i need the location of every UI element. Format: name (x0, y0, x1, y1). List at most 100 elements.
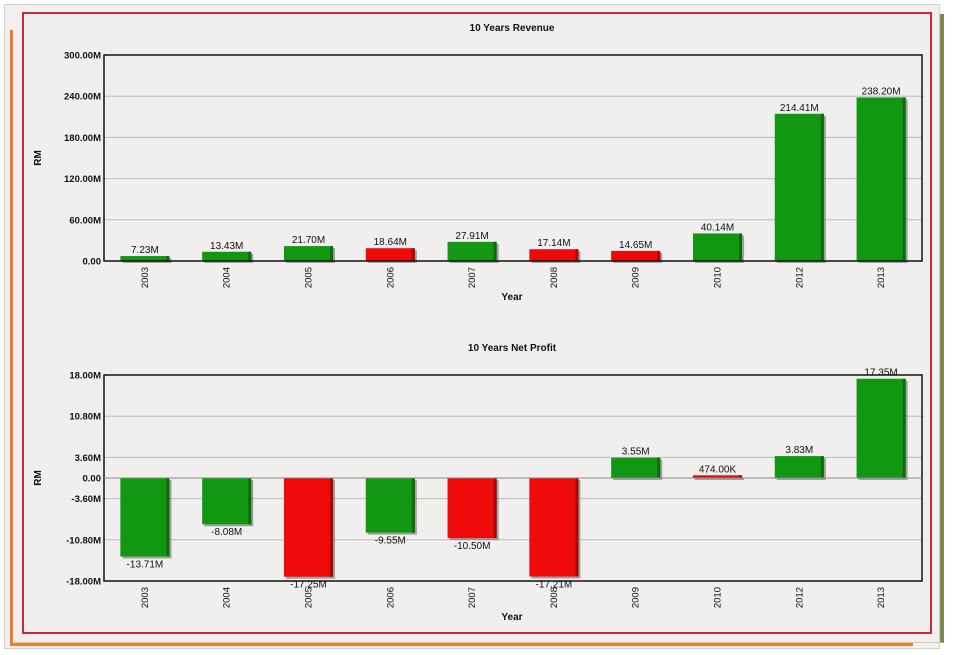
y-tick-label: 120.00M (64, 174, 101, 185)
x-tick-label: 2009 (631, 267, 642, 288)
x-tick-label: 2006 (385, 267, 396, 288)
bar-edge (493, 478, 497, 539)
bar-edge (657, 457, 661, 478)
bar-body (692, 233, 743, 261)
bar (611, 457, 663, 480)
bar (529, 478, 581, 579)
bar-edge (575, 478, 579, 577)
x-tick-label: 2003 (140, 267, 151, 288)
bar-edge (575, 249, 579, 261)
data-label: 238.20M (862, 86, 901, 97)
bar-edge (657, 250, 661, 261)
x-tick-label: 2005 (304, 587, 315, 608)
x-tick-label: 2004 (222, 267, 233, 288)
data-label: 214.41M (780, 103, 819, 114)
bar-body (774, 456, 824, 478)
data-label: -8.08M (211, 527, 242, 538)
x-tick-label: 2008 (549, 587, 560, 608)
bar (202, 478, 254, 527)
data-label: -17.21M (536, 579, 573, 590)
decorative-frame-orange (10, 30, 913, 646)
bar-body (611, 457, 661, 478)
bar-body (692, 475, 743, 478)
data-label: -13.71M (127, 559, 164, 570)
y-tick-label: 3.60M (75, 453, 101, 464)
bar (856, 378, 908, 480)
y-tick-label: -18.00M (66, 577, 101, 588)
bar (692, 233, 745, 263)
data-label: 14.65M (619, 240, 652, 251)
bar (120, 478, 172, 559)
data-label: 21.70M (292, 235, 325, 246)
bar (447, 478, 499, 541)
bar-edge (739, 233, 743, 261)
data-label: 3.55M (622, 447, 650, 458)
bar-edge (739, 475, 743, 478)
chart-title: 10 Years Net Profit (468, 343, 557, 354)
bar-edge (330, 478, 334, 577)
bar (365, 248, 417, 263)
net-profit-chart: 10 Years Net Profit Year RM -18.00M -10.8… (33, 343, 923, 623)
data-label: 13.43M (210, 241, 243, 252)
x-tick-label: 2012 (794, 587, 805, 608)
data-label: 474.00K (699, 464, 737, 475)
y-tick-label: -3.60M (71, 494, 101, 505)
x-axis-label: Year (501, 292, 522, 303)
data-label: 3.83M (785, 445, 813, 456)
bar-body (202, 251, 252, 261)
bar (283, 246, 336, 263)
bar-shadow (694, 477, 745, 480)
bar-body (120, 256, 170, 261)
data-label: 17.35M (864, 368, 897, 379)
x-tick-label: 2003 (140, 587, 151, 608)
bar (611, 250, 663, 263)
y-tick-label: 18.00M (69, 371, 101, 382)
x-tick-label: 2006 (385, 587, 396, 608)
y-axis-label: RM (33, 470, 44, 486)
bar-edge (902, 378, 906, 478)
bar-body (283, 246, 334, 261)
data-label: 18.64M (374, 237, 407, 248)
x-tick-label: 2013 (876, 587, 887, 608)
bar (120, 256, 172, 263)
data-label: -9.55M (375, 536, 406, 547)
data-label: -17.25M (290, 580, 327, 591)
bar (529, 249, 581, 263)
bar (774, 113, 826, 264)
x-tick-label: 2007 (467, 587, 478, 608)
y-tick-label: -10.80M (66, 535, 101, 546)
bar-body (856, 378, 906, 478)
revenue-chart: 10 Years Revenue Year RM 0.00 60.00M 120.0… (33, 23, 923, 303)
chart-title: 10 Years Revenue (470, 23, 555, 34)
bar-body (529, 478, 579, 577)
bar (856, 97, 908, 263)
x-axis-label: Year (501, 612, 522, 623)
data-label: -10.50M (454, 541, 491, 552)
bar-body (283, 478, 334, 577)
x-tick-label: 2010 (713, 587, 724, 608)
bar-body (774, 113, 824, 262)
bar-edge (411, 478, 415, 533)
bar (283, 478, 336, 579)
bar-edge (902, 97, 906, 261)
x-tick-label: 2008 (549, 267, 560, 288)
bar-edge (493, 241, 497, 261)
decorative-frame-olive (14, 14, 944, 643)
bar-edge (820, 456, 824, 478)
bar-edge (166, 256, 170, 261)
x-tick-label: 2007 (467, 267, 478, 288)
bar-body (447, 241, 497, 261)
data-label: 40.14M (701, 222, 734, 233)
bar-edge (411, 248, 415, 261)
bar-body (856, 97, 906, 261)
bar (774, 456, 826, 480)
bar (365, 478, 417, 535)
data-label: 27.91M (455, 231, 488, 242)
bar-edge (248, 478, 252, 525)
bar-body (365, 478, 415, 533)
x-tick-label: 2005 (304, 267, 315, 288)
bar-edge (166, 478, 170, 557)
x-tick-label: 2009 (631, 587, 642, 608)
bar-body (202, 478, 252, 525)
